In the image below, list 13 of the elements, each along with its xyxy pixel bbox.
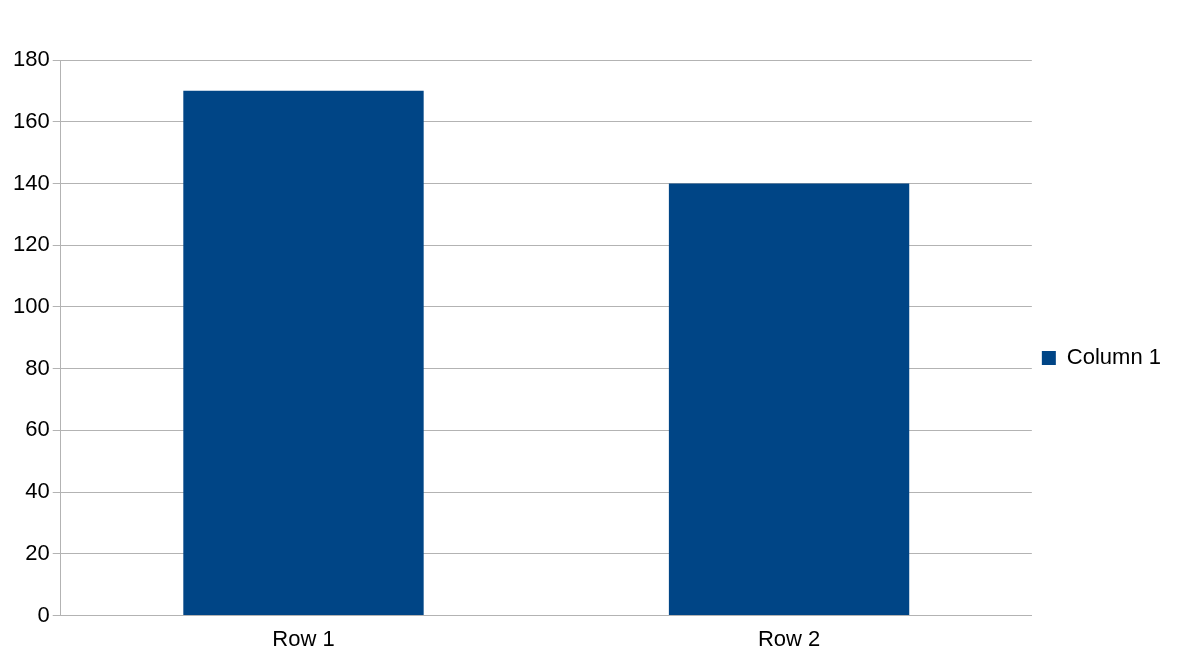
y-tick-label: 20 (25, 539, 50, 565)
y-tick-label: 120 (12, 231, 50, 257)
y-tick-label: 140 (12, 169, 50, 195)
legend-label: Column 1 (1066, 344, 1161, 370)
y-tick-label: 60 (25, 416, 50, 442)
y-tick-label: 160 (12, 107, 50, 133)
y-tick-label: 0 (37, 601, 50, 627)
y-tick-label: 180 (12, 46, 50, 72)
y-tick-label: 100 (12, 293, 50, 318)
y-tick-label: 80 (25, 354, 50, 380)
y-tick-label: 40 (25, 478, 50, 504)
x-tick-label: Row 1 (272, 625, 335, 651)
x-tick-label: Row 2 (757, 625, 821, 651)
